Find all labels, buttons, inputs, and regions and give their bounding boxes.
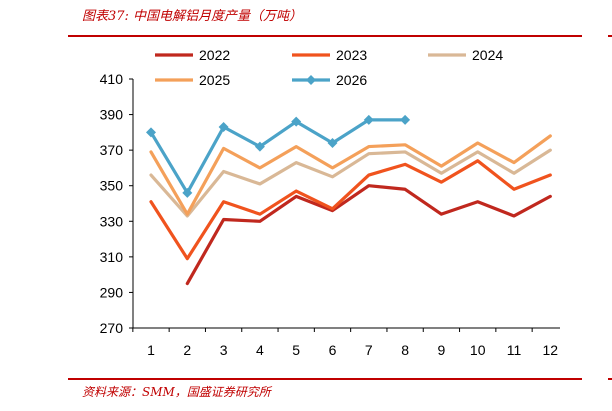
data-point-2026 [218, 122, 229, 133]
data-point-2026 [146, 127, 156, 138]
y-tick-label: 330 [100, 213, 124, 229]
legend-label: 2022 [199, 47, 230, 63]
legend-label: 2024 [472, 47, 503, 63]
data-point-2026 [327, 138, 338, 149]
x-tick-label: 7 [365, 342, 373, 358]
legend: 2022 2023 2024 2025 2026 [155, 47, 503, 88]
series-line-2024 [149, 148, 552, 218]
legend-label: 2026 [336, 72, 367, 88]
bottom-rule [68, 378, 582, 380]
legend-item-2024: 2024 [428, 47, 503, 63]
series-line-2022 [185, 184, 552, 286]
legend-marker [306, 75, 316, 85]
data-point-2026 [291, 116, 302, 127]
x-tick-label: 5 [292, 342, 300, 358]
x-tick-label: 8 [401, 342, 409, 358]
series-2025 [149, 134, 552, 216]
series-2022 [185, 184, 552, 286]
x-tick-label: 4 [256, 342, 264, 358]
legend-label: 2025 [199, 72, 230, 88]
x-tick-label: 11 [507, 342, 522, 358]
y-tick-label: 410 [100, 71, 124, 87]
legend-item-2025: 2025 [155, 72, 230, 88]
y-tick-label: 390 [100, 107, 124, 123]
series-2024 [149, 148, 552, 218]
series-line-2023 [149, 159, 552, 261]
figure-title: 图表37: 中国电解铝月度产量（万吨） [82, 9, 303, 24]
data-point-2026 [254, 141, 265, 152]
y-tick-label: 290 [100, 284, 124, 300]
y-tick-label: 270 [100, 320, 124, 336]
y-tick-label: 350 [100, 178, 124, 194]
data-point-2026 [182, 187, 193, 198]
bottom-edge-mark [608, 378, 612, 380]
y-tick-label: 370 [100, 142, 124, 158]
x-tick-label: 12 [543, 342, 559, 358]
data-point-2026 [363, 114, 374, 125]
series-2023 [149, 159, 552, 261]
top-rule [68, 35, 582, 37]
x-tick-label: 6 [329, 342, 337, 358]
series-lines [146, 114, 552, 286]
data-point-2026 [400, 114, 411, 125]
legend-item-2023: 2023 [292, 47, 367, 63]
series-2026 [146, 114, 411, 198]
x-tick-label: 3 [220, 342, 228, 358]
x-tick-label: 1 [147, 342, 155, 358]
source-note: 资料来源：SMM，国盛证券研究所 [82, 385, 271, 399]
legend-item-2022: 2022 [155, 47, 230, 63]
x-tick-label: 2 [183, 342, 191, 358]
x-tick-label: 9 [438, 342, 446, 358]
y-tick-label: 310 [100, 249, 124, 265]
series-line-2026 [149, 118, 407, 195]
series-line-2025 [149, 134, 552, 216]
legend-label: 2023 [336, 47, 367, 63]
x-tick-label: 10 [470, 342, 486, 358]
legend-item-2026: 2026 [292, 72, 367, 88]
top-edge-mark [608, 35, 612, 37]
